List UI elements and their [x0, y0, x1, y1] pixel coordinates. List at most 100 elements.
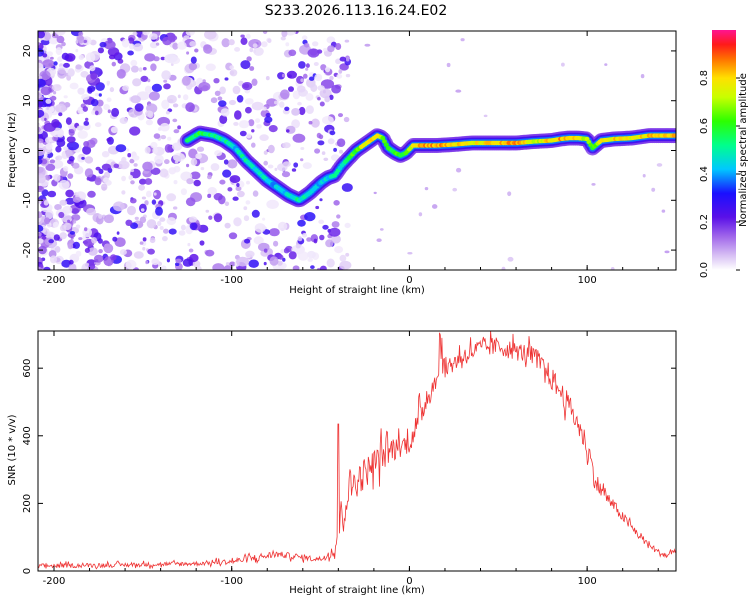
noise-blob [322, 47, 328, 52]
noise-blob [63, 62, 70, 68]
noise-blob [297, 236, 303, 242]
colorbar-tick-label: 0.4 [699, 166, 710, 182]
noise-blob [173, 206, 178, 210]
noise-blob [103, 177, 109, 184]
noise-blob [127, 153, 132, 158]
noise-blob [333, 147, 337, 152]
noise-blob [195, 153, 202, 160]
noise-blob [251, 78, 258, 86]
noise-blob [235, 186, 242, 191]
noise-blob [281, 171, 291, 178]
noise-blob [182, 75, 191, 86]
noise-blob [149, 33, 158, 40]
noise-blob [282, 142, 291, 149]
noise-blob [234, 47, 241, 52]
noise-blob [189, 253, 199, 263]
noise-blob [150, 167, 161, 175]
noise-blob [129, 43, 135, 50]
noise-blob [267, 144, 275, 154]
noise-blob [51, 119, 60, 128]
noise-blob [300, 147, 305, 150]
noise-blob [38, 143, 44, 149]
noise-blob [263, 160, 269, 166]
noise-blob [133, 251, 144, 259]
noise-blob [130, 95, 141, 104]
noise-blob [204, 31, 217, 40]
noise-blob [127, 205, 136, 216]
colorbar-tick-label: 0.6 [699, 118, 710, 134]
noise-blob [130, 180, 135, 185]
noise-blob [213, 213, 223, 223]
noise-blob [253, 47, 264, 56]
noise-blob [101, 183, 108, 191]
noise-blob [101, 151, 110, 158]
noise-blob [208, 215, 213, 220]
noise-blob [94, 122, 102, 128]
noise-blob [253, 236, 264, 245]
noise-blob [126, 148, 130, 152]
noise-blob [106, 137, 112, 142]
noise-blob [306, 250, 316, 259]
noise-blob [220, 108, 230, 117]
noise-blob [164, 159, 170, 165]
noise-blob [98, 168, 104, 174]
noise-blob [329, 130, 336, 136]
noise-blob [53, 61, 58, 66]
noise-blob [146, 190, 152, 198]
noise-blob [324, 95, 331, 103]
noise-blob [47, 190, 57, 198]
x-tick-label: -200 [43, 576, 66, 587]
noise-blob [213, 193, 223, 201]
noise-blob [196, 146, 205, 152]
noise-blob [90, 72, 98, 80]
noise-blob [305, 105, 314, 114]
noise-blob [178, 230, 186, 236]
noise-blob [229, 175, 241, 184]
noise-blob [139, 241, 144, 245]
noise-blob [246, 56, 252, 62]
noise-blob [188, 148, 198, 159]
noise-blob [325, 239, 334, 248]
noise-blob [50, 56, 54, 60]
noise-blob [56, 35, 65, 44]
y-tick-label: 20 [22, 45, 33, 58]
y-tick-label: 0 [22, 568, 33, 574]
noise-blob [103, 243, 114, 254]
noise-blob [224, 222, 231, 229]
noise-blob [245, 200, 251, 205]
noise-blob [151, 83, 162, 92]
noise-blob [190, 158, 198, 166]
figure-title: S233.2026.113.16.24.E02 [265, 3, 448, 19]
ridge-point [382, 139, 387, 144]
noise-blob [61, 41, 66, 47]
noise-blob [86, 176, 91, 181]
x-tick-label: 100 [578, 275, 597, 286]
noise-blob [172, 42, 179, 50]
noise-blob [69, 231, 75, 235]
noise-blob [263, 150, 268, 155]
noise-blob [284, 106, 290, 112]
noise-blob [265, 112, 271, 118]
noise-blob [239, 130, 247, 137]
noise-blob [173, 152, 185, 162]
noise-blob [144, 178, 153, 185]
noise-blob [140, 208, 145, 212]
noise-blob [44, 174, 51, 181]
noise-blob [58, 112, 63, 117]
noise-blob [245, 33, 251, 39]
noise-blob [70, 162, 74, 166]
noise-blob [281, 73, 285, 78]
noise-blob [103, 40, 116, 50]
noise-blob [110, 254, 117, 261]
noise-blob [83, 141, 90, 147]
noise-blob [43, 266, 51, 270]
noise-blob [228, 39, 235, 46]
noise-blob [72, 219, 77, 224]
noise-blob [42, 59, 55, 68]
noise-blob [86, 207, 97, 216]
noise-blob [214, 90, 221, 97]
noise-blob [43, 200, 49, 206]
noise-blob [219, 179, 226, 185]
noise-blob [265, 76, 270, 81]
noise-blob [301, 35, 308, 40]
